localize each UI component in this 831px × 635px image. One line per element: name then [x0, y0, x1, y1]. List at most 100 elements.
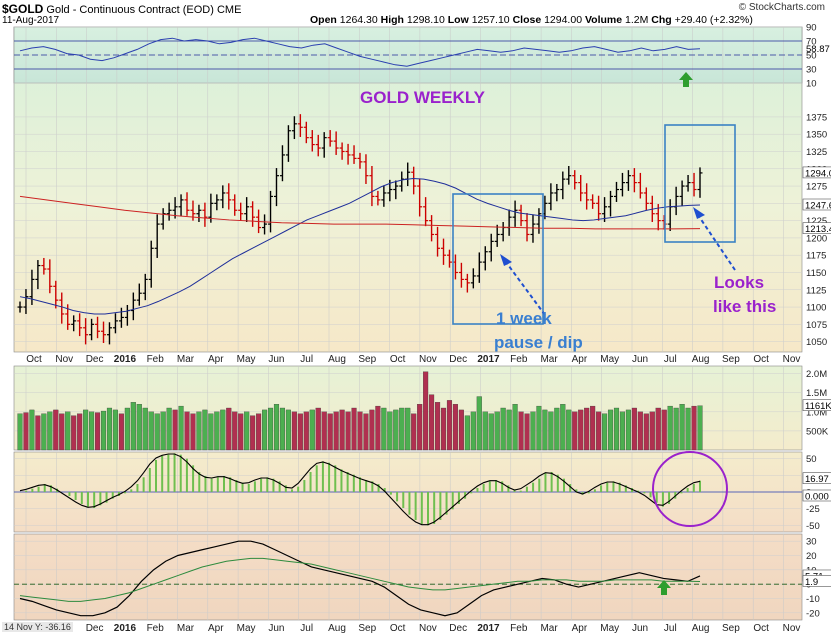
rsi-green-up-arrow	[679, 72, 693, 87]
x-tick-label: Nov	[419, 354, 437, 365]
volume-bar	[458, 409, 464, 451]
volume-bar	[47, 411, 53, 451]
volume-bar	[71, 415, 77, 451]
volume-bar	[572, 411, 578, 451]
volume-bar	[94, 412, 101, 451]
volume-bar	[536, 405, 542, 451]
x-tick-label: Feb	[510, 354, 528, 365]
x-tick-label: Mar	[540, 354, 558, 365]
volume-bar	[226, 407, 232, 451]
looks-arrow-head	[693, 207, 705, 219]
cursor-readout: 14 Nov Y: -36.16	[2, 622, 73, 632]
volume-bar	[661, 409, 667, 451]
price-tick: 1350	[806, 130, 827, 141]
volume-bar	[584, 407, 590, 451]
volume-bar	[548, 411, 554, 451]
ohlc-label-chg: Chg	[651, 14, 675, 26]
volume-bar	[220, 409, 226, 451]
x-tick-label: 2017	[477, 354, 500, 365]
volume-bar	[303, 411, 309, 451]
volume-bar	[148, 411, 154, 451]
ohlc-value-open: 1264.30	[339, 14, 381, 26]
volume-bar	[142, 407, 148, 451]
price-tick: 1150	[806, 268, 826, 279]
volume-bar	[17, 413, 23, 451]
price-current-label-box	[802, 166, 831, 179]
volume-bar	[613, 407, 620, 451]
volume-bar	[309, 409, 315, 451]
price-tick: 1325	[806, 147, 827, 158]
ohlc-readout: Open 1264.30 High 1298.10 Low 1257.10 Cl…	[310, 14, 753, 26]
x-tick-label-bottom: Aug	[692, 623, 710, 634]
volume-bar	[214, 411, 220, 451]
ohlc-value-chg: +29.40 (+2.32%)	[674, 14, 753, 26]
volume-bar	[154, 413, 160, 451]
symbol: $GOLD	[2, 2, 44, 16]
ohlc-label-close: Close	[512, 14, 545, 26]
x-tick-label-bottom: Apr	[208, 623, 224, 634]
volume-bar	[351, 407, 357, 451]
watermark: © StockCharts.com	[738, 2, 825, 13]
volume-bar	[673, 407, 679, 451]
momentum-current-label: 1.9	[805, 577, 818, 588]
volume-bar	[267, 407, 274, 451]
volume-bar	[83, 409, 89, 451]
momentum-panel-bg	[13, 533, 803, 621]
oscillator-tick: -25	[806, 504, 820, 515]
price-current-label: 1247.6	[805, 201, 831, 212]
volume-bar	[566, 409, 572, 451]
price-current-label-box	[802, 198, 831, 211]
volume-bar	[506, 409, 512, 451]
momentum-tick: -20	[806, 608, 820, 619]
chart-title: $GOLD Gold - Continuous Contract (EOD) C…	[2, 2, 241, 16]
x-tick-label: Sep	[358, 354, 376, 365]
volume-bar	[649, 411, 655, 451]
volume-tick: 500K	[806, 426, 829, 437]
x-tick-label: Aug	[328, 354, 346, 365]
rsi-tick: 90	[806, 23, 817, 34]
volume-bar	[452, 404, 458, 451]
price-tick: 1275	[806, 182, 827, 193]
volume-bar	[691, 405, 697, 451]
x-tick-label: Sep	[722, 354, 740, 365]
ohlc-value-volume: 1.2M	[625, 14, 652, 26]
volume-bar	[190, 413, 196, 451]
volume-bar	[23, 412, 29, 451]
x-tick-label-bottom: Feb	[510, 623, 528, 634]
volume-bar	[65, 411, 71, 451]
oscillator-highlight-circle	[652, 451, 728, 527]
momentum-current-box	[802, 575, 831, 587]
volume-bar	[405, 407, 411, 451]
volume-bar	[476, 396, 482, 451]
volume-bar	[184, 411, 190, 451]
volume-bar	[106, 407, 113, 451]
volume-bar	[357, 411, 363, 451]
volume-bar	[172, 409, 178, 451]
x-tick-label: Dec	[86, 354, 104, 365]
volume-bar	[160, 411, 166, 451]
volume-bar	[41, 413, 47, 451]
x-tick-label-bottom: Apr	[572, 623, 588, 634]
x-tick-label-bottom: Aug	[328, 623, 346, 634]
x-tick-label: Oct	[753, 354, 769, 365]
volume-bar	[434, 402, 441, 451]
pause-arrow-head	[500, 254, 512, 266]
momentum-tick: 20	[806, 551, 817, 562]
x-tick-label: Jun	[268, 354, 284, 365]
volume-bar	[685, 407, 691, 451]
volume-bar	[178, 405, 184, 451]
volume-bar	[166, 407, 172, 451]
x-tick-label: Oct	[390, 354, 406, 365]
x-tick-label: May	[600, 354, 619, 365]
rsi-tick: 50	[806, 51, 817, 62]
volume-bar	[494, 411, 500, 451]
rsi-current-label: 58.87	[806, 44, 830, 55]
x-tick-label-bottom: Dec	[86, 623, 104, 634]
rsi-tick: 30	[806, 65, 817, 76]
rsi-tick: 10	[806, 79, 817, 90]
price-tick: 1225	[806, 216, 827, 227]
volume-bar	[619, 411, 626, 451]
oscillator-line	[19, 453, 701, 526]
volume-bar	[578, 409, 584, 451]
